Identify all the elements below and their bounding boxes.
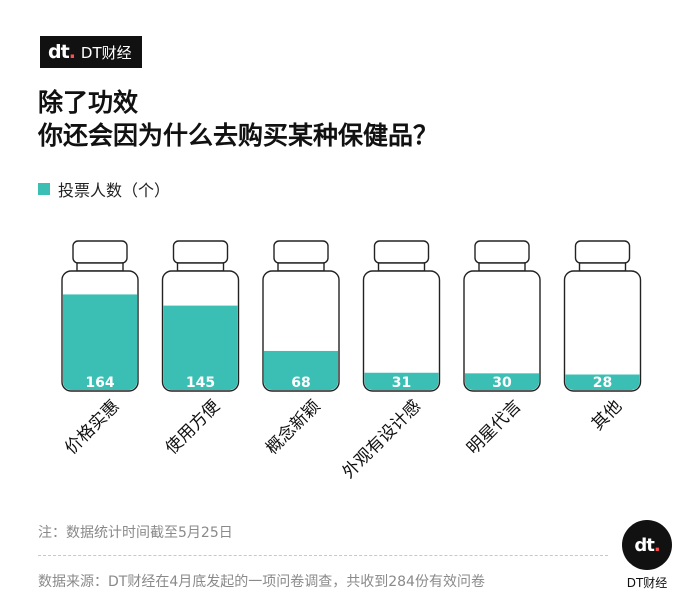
title-line-1: 除了功效 [38, 88, 139, 117]
logo-mark: dt. [48, 41, 76, 63]
bottle-6: 28 其他 [563, 240, 642, 435]
category-label: 概念新颖 [262, 396, 325, 459]
bottle-cap [172, 240, 229, 264]
brand-circle: dt. [622, 520, 672, 570]
value-label: 31 [392, 375, 411, 391]
bottle-chart: 164 价格实惠 145 使用方便 68 概念新颖 31 外观有设计感 30 明星代言 28 其他 [61, 240, 642, 483]
logo-text: DT财经 [80, 43, 132, 62]
bottle-body [362, 270, 441, 392]
bottle-cap [474, 240, 530, 264]
value-label: 30 [492, 375, 512, 391]
bottle-2: 145 使用方便 [161, 240, 240, 459]
brand-mark: dt. [634, 534, 660, 556]
category-label: 其他 [588, 396, 626, 434]
bar-fill [63, 294, 137, 390]
bottle-cap [273, 240, 329, 264]
value-label: 164 [85, 375, 114, 391]
value-label: 68 [291, 375, 310, 391]
brand-logo: dt. DT财经 [40, 36, 142, 68]
bottle-4: 31 外观有设计感 [339, 240, 441, 483]
bottle-neck [176, 262, 225, 272]
chart-title: 除了功效 你还会因为什么去购买某种保健品？ [38, 86, 438, 152]
bottle-3: 68 概念新颖 [262, 240, 340, 459]
category-label: 明星代言 [463, 396, 525, 458]
bottle-neck [578, 262, 627, 272]
bottle-body [563, 270, 642, 392]
bottle-neck [76, 262, 124, 272]
bar-fill [163, 305, 238, 390]
legend-label: 投票人数（个） [58, 181, 171, 200]
bottle-1: 164 价格实惠 [61, 240, 139, 459]
source-note: 数据来源：DT财经在4月底发起的一项问卷调查，共收到284份有效问卷 [38, 574, 485, 590]
note: 注：数据统计时间截至5月25日 [38, 525, 233, 541]
bottle-cap [574, 240, 631, 264]
category-label: 使用方便 [161, 396, 224, 459]
divider [38, 555, 608, 556]
bar-fill [565, 374, 640, 390]
category-label: 外观有设计感 [339, 396, 425, 482]
value-label: 145 [186, 375, 215, 391]
bottle-cap [72, 240, 128, 264]
title-line-2: 你还会因为什么去购买某种保健品？ [38, 121, 439, 150]
bottle-5: 30 明星代言 [463, 240, 541, 459]
brand-text: DT财经 [626, 576, 668, 590]
legend: 投票人数（个） [38, 177, 170, 201]
bar-fill [465, 373, 539, 390]
bottle-neck [377, 262, 426, 272]
brand-badge: dt. DT财经 [620, 520, 674, 591]
bottle-neck [277, 262, 325, 272]
bottle-cap [373, 240, 430, 264]
value-label: 28 [593, 375, 612, 391]
bar-fill [264, 350, 338, 390]
bottle-body [463, 270, 541, 392]
legend-swatch [38, 183, 50, 195]
bottle-neck [478, 262, 526, 272]
bar-fill [364, 372, 439, 390]
category-label: 价格实惠 [61, 396, 123, 458]
